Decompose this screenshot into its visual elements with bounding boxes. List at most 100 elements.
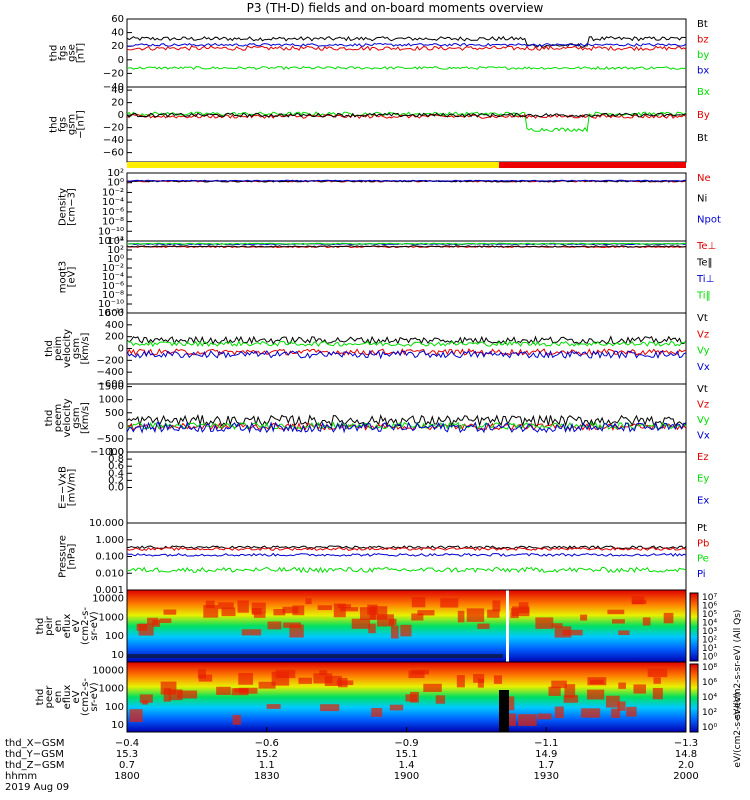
spectrogram-blob: [258, 681, 276, 689]
spectrogram-blob: [320, 704, 340, 712]
colorbar-2-tick: 10⁸: [702, 663, 717, 673]
spectrogram-blob: [554, 706, 564, 719]
spectrogram-blob: [537, 713, 552, 720]
y-tick-label: 20: [111, 41, 124, 52]
spectrogram-blob: [435, 695, 446, 704]
spectrogram-blob: [253, 612, 266, 618]
panel-frame: [126, 172, 687, 242]
y-tick-label: 1000: [99, 684, 124, 695]
y-tick-label: 600: [105, 308, 124, 319]
y-label: [mV/m]: [67, 469, 78, 507]
mode-bar-yellow: [127, 162, 499, 168]
spectrogram-blob: [562, 629, 583, 636]
legend-Ex: Ex: [697, 495, 709, 506]
spectrogram-blob: [580, 614, 588, 621]
spectrogram-blob: [642, 617, 651, 626]
legend-Pi: Pi: [697, 569, 706, 580]
legend-Te⊥: Te⊥: [696, 241, 716, 252]
spectrogram-blob: [564, 684, 576, 698]
legend-Npot: Npot: [697, 214, 721, 225]
y-tick-label: 0.0: [108, 483, 124, 494]
y-tick-label: 10²: [107, 245, 124, 256]
y-tick-label: 10⁻⁸: [102, 217, 124, 228]
legend-bz: bz: [697, 35, 709, 46]
spectrogram-blob: [324, 675, 342, 687]
x-tick-label: 1930: [534, 771, 559, 782]
y-tick-label: 10000: [92, 594, 124, 605]
y-tick-label: 10⁻⁴: [102, 197, 124, 208]
x-tick-label: 1800: [114, 771, 139, 782]
x-row-label: thd_Z−GSM: [5, 760, 65, 771]
y-label: Density: [58, 188, 69, 226]
spectrogram-blob: [493, 675, 503, 684]
data-gap: [506, 590, 509, 662]
spectrogram-blob: [251, 608, 262, 615]
series-bx: [127, 42, 687, 47]
spectrogram-blob: [647, 668, 668, 678]
colorbar-2-tick: 10⁰: [702, 723, 717, 733]
legend-by: by: [697, 50, 709, 61]
y-tick-label: 10⁻⁸: [102, 290, 124, 301]
y-tick-label: 100: [105, 702, 124, 713]
colorbar-1-tick: 10³: [702, 627, 717, 637]
x-tick-label: 15.1: [395, 749, 417, 760]
panel-temperature: moqt3[eV]10⁴10²10⁰10⁻²10⁻⁴10⁻⁶10⁻⁸10⁻¹⁰1…: [58, 236, 717, 319]
colorbar-2-tick: 10⁶: [702, 678, 717, 688]
spectrogram-blob: [586, 689, 605, 700]
y-tick-label: −20: [103, 123, 124, 134]
x-tick-label: 1.1: [259, 760, 275, 771]
spectrogram-blob: [551, 680, 567, 689]
spectrogram-blob: [551, 623, 563, 628]
spectrogram-blob: [141, 700, 149, 705]
spectrogram-blob: [487, 609, 500, 618]
spectrogram-blob: [417, 610, 435, 616]
y-tick-label: 10²: [107, 168, 124, 179]
spectrogram-blob: [232, 714, 241, 725]
spectrogram-blob: [367, 604, 378, 615]
legend-Vt: Vt: [697, 384, 708, 395]
spectrogram-blob: [563, 695, 579, 703]
spectrogram-blob: [313, 673, 333, 684]
legend-Vy: Vy: [697, 415, 710, 426]
y-label: thd: [49, 116, 60, 133]
spectrogram-blob: [611, 708, 621, 718]
spectrogram-blob: [147, 617, 159, 625]
y-tick-label: 0: [118, 55, 124, 66]
y-tick-label: 10⁻⁴: [102, 272, 124, 283]
spectrogram-blob: [477, 678, 484, 688]
legend-Pt: Pt: [697, 523, 707, 534]
x-axis-annotation: thd_X−GSM −0.4 −0.6 −0.9 −1.1 −1.3 thd_Y−GSM 15…: [5, 727, 699, 793]
y-tick-label: 10⁻²: [102, 187, 124, 198]
series-Vy: [126, 421, 687, 430]
spectrogram-blob: [238, 672, 254, 685]
y-label: E=−VxB: [58, 466, 69, 509]
y-label: Pressure: [58, 535, 69, 578]
colorbar-2: 10⁸ 10⁶ 10⁴ 10² 10⁰ eV/(cm2-s-sr-eV): [689, 663, 743, 768]
y-label: thd: [49, 45, 60, 62]
colorbar-2-tick: 10⁴: [702, 693, 717, 703]
spectrogram-blob: [237, 600, 249, 613]
series-Bx: [126, 111, 687, 133]
legend-Vt: Vt: [697, 313, 708, 324]
legend-Bt: Bt: [697, 19, 708, 30]
spectrogram-blob: [198, 674, 213, 682]
spectrogram-blob: [626, 706, 637, 717]
legend-Vx: Vx: [697, 431, 710, 442]
panel-frame: [126, 312, 687, 385]
spectrogram-blob: [607, 609, 625, 615]
spectrogram-blob: [163, 688, 171, 702]
date-label: 2019 Aug 09: [5, 782, 69, 793]
series-Vy: [126, 340, 687, 348]
legend-Bt: Bt: [697, 133, 708, 144]
y-label: peir: [44, 615, 55, 635]
spectrogram-noise: [127, 654, 503, 658]
spectrogram-blob: [400, 624, 412, 637]
legend-Pb: Pb: [697, 538, 709, 549]
legend-Ne: Ne: [697, 173, 711, 184]
spectrogram-blob: [160, 681, 177, 695]
y-tick-label: 200: [105, 332, 124, 343]
legend-Vy: Vy: [697, 346, 710, 357]
colorbar-1-tick: 10⁴: [702, 619, 717, 629]
